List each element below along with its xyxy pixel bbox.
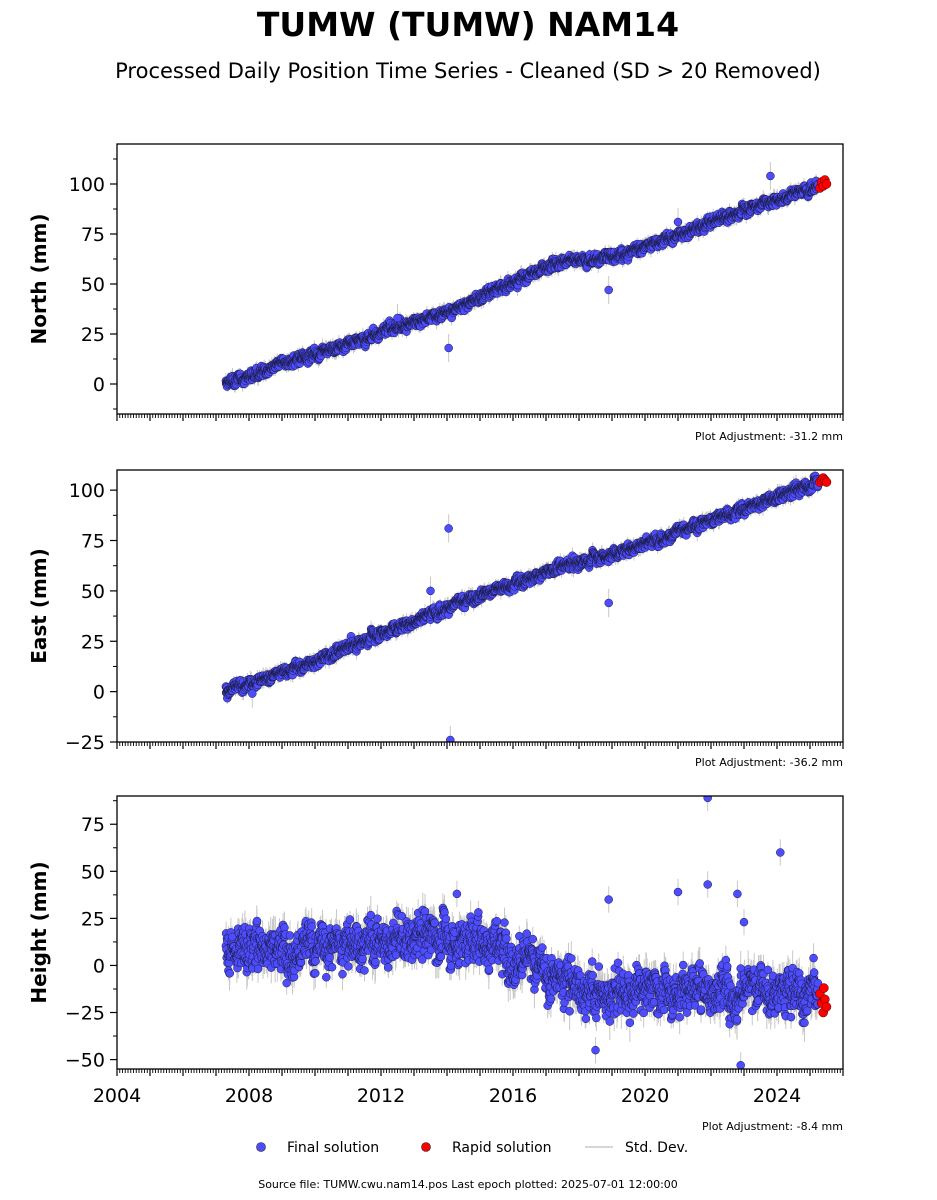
rapid-solution-points [815, 175, 832, 193]
final-solution-points [221, 171, 823, 391]
final-point [444, 343, 453, 353]
x-axis [116, 414, 844, 421]
final-point [766, 171, 775, 181]
y-tick-label: 100 [69, 174, 105, 196]
y-tick-label: 75 [81, 224, 105, 246]
north-panel: 0 25 50 75 100 North (mm) Plot Adjustment: -31… [27, 143, 844, 443]
plot-adjustment-label: Plot Adjustment: -31.2 mm [695, 430, 843, 443]
chart-subtitle: Processed Daily Position Time Series - C… [115, 59, 821, 83]
rapid-point [821, 179, 832, 189]
y-axis: 0 25 50 75 100 North (mm) [27, 158, 117, 410]
y-axis-label: North (mm) [27, 213, 51, 344]
y-tick-label: 25 [81, 324, 105, 346]
final-point [604, 285, 613, 295]
final-point [673, 217, 683, 227]
final-point [393, 313, 402, 323]
chart-title: TUMW (TUMW) NAM14 [257, 5, 679, 44]
y-tick-label: 50 [81, 274, 105, 296]
y-tick-label: 0 [93, 374, 105, 396]
